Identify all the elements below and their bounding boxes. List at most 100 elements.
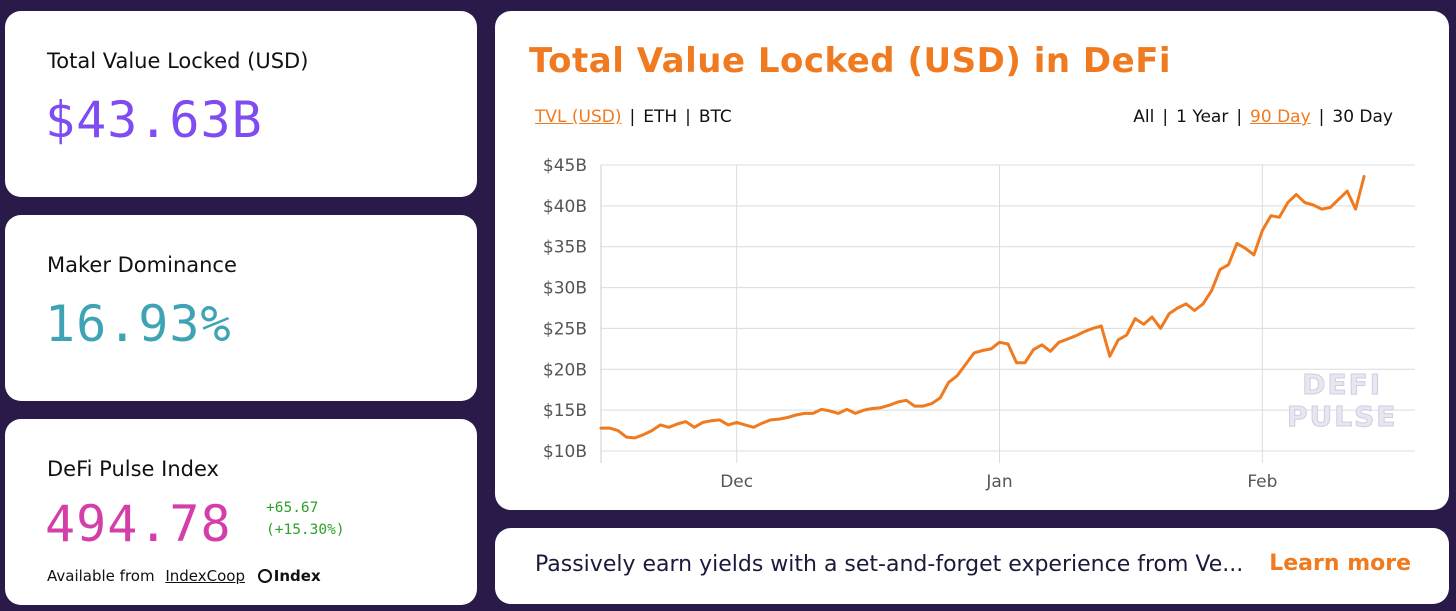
data-point xyxy=(1177,307,1179,309)
data-point xyxy=(1261,229,1263,231)
x-tick-label: Feb xyxy=(1247,472,1277,492)
index-brand[interactable]: Index xyxy=(257,567,321,585)
data-point xyxy=(786,416,789,419)
unit-option-btc[interactable]: BTC xyxy=(698,107,732,127)
learn-more-link[interactable]: Learn more xyxy=(1269,551,1411,576)
promo-banner: Passively earn yields with a set-and-for… xyxy=(495,528,1449,604)
data-point xyxy=(1363,175,1365,177)
index-logo-icon xyxy=(257,569,272,583)
data-point xyxy=(761,422,763,424)
data-point xyxy=(973,352,975,354)
range-option-30-day[interactable]: 30 Day xyxy=(1332,107,1393,127)
data-point xyxy=(770,419,772,421)
data-point xyxy=(803,412,806,414)
data-point xyxy=(1024,362,1026,364)
data-point xyxy=(812,412,814,414)
data-point xyxy=(1244,247,1246,249)
watermark-line-1: DEFI xyxy=(1302,368,1383,401)
data-point xyxy=(651,430,653,432)
data-point xyxy=(736,421,738,423)
data-point xyxy=(922,405,924,407)
data-point xyxy=(846,408,848,410)
data-point xyxy=(685,421,687,423)
data-point xyxy=(931,403,933,405)
data-point xyxy=(702,421,704,423)
data-point xyxy=(1151,316,1153,318)
available-from-text: Available from xyxy=(47,567,155,585)
range-option-1-year[interactable]: 1 Year xyxy=(1176,107,1229,127)
data-point xyxy=(625,436,627,438)
data-point xyxy=(1295,193,1297,195)
data-point xyxy=(710,420,712,422)
y-tick-label: $30B xyxy=(543,279,587,299)
tvl-chart-card: Total Value Locked (USD) in DeFi TVL (US… xyxy=(495,11,1449,510)
data-point xyxy=(1109,355,1111,357)
data-point xyxy=(1143,323,1145,325)
data-point xyxy=(897,401,899,403)
indexcoop-link[interactable]: IndexCoop xyxy=(165,567,246,585)
data-point xyxy=(998,341,1001,343)
unit-option-eth[interactable]: ETH xyxy=(643,107,678,127)
y-tick-label: $45B xyxy=(543,156,587,176)
data-point xyxy=(753,426,755,428)
data-point xyxy=(1015,362,1018,364)
unit-option-tvl-usd[interactable]: TVL (USD) xyxy=(535,107,622,127)
range-option-90-day[interactable]: 90 Day xyxy=(1250,107,1311,127)
data-point xyxy=(1041,344,1043,346)
x-tick-label: Jan xyxy=(985,472,1012,492)
data-point xyxy=(1270,215,1272,217)
data-point xyxy=(1185,303,1187,305)
data-point xyxy=(634,437,636,439)
data-point xyxy=(965,363,967,365)
y-tick-label: $25B xyxy=(543,319,587,339)
data-point xyxy=(1304,202,1306,204)
data-point xyxy=(1253,254,1255,256)
data-point xyxy=(1168,313,1170,315)
data-point xyxy=(1032,349,1034,351)
dpi-value: 494.78 xyxy=(45,495,232,553)
data-point xyxy=(1236,242,1238,244)
data-point xyxy=(948,381,950,383)
data-point xyxy=(914,405,916,407)
unit-selector: TVL (USD) | ETH | BTC xyxy=(535,107,732,127)
data-point xyxy=(905,399,907,401)
data-point xyxy=(982,349,984,352)
data-point xyxy=(820,408,823,410)
data-point xyxy=(719,419,721,421)
range-option-all[interactable]: All xyxy=(1133,107,1155,127)
tvl-value: $43.63B xyxy=(45,91,263,149)
defi-pulse-watermark: DEFI PULSE xyxy=(1286,368,1398,433)
data-point xyxy=(1160,327,1162,329)
dpi-change-pct: (+15.30%) xyxy=(266,522,345,538)
maker-dominance-value: 16.93% xyxy=(45,295,232,353)
data-point xyxy=(600,427,602,429)
data-point xyxy=(880,407,882,409)
dpi-label: DeFi Pulse Index xyxy=(47,457,219,481)
data-point xyxy=(863,409,865,411)
data-point xyxy=(888,404,890,406)
data-point xyxy=(1329,206,1331,209)
data-point xyxy=(693,426,695,428)
dpi-change: +65.67 (+15.30%) xyxy=(266,497,345,541)
range-selector: All | 1 Year | 90 Day | 30 Day xyxy=(1133,107,1393,127)
data-point xyxy=(1219,269,1221,271)
data-point xyxy=(1227,264,1230,266)
y-tick-label: $15B xyxy=(543,401,587,421)
data-point xyxy=(1126,334,1128,336)
data-point xyxy=(1134,318,1136,320)
defi-pulse-index-card: DeFi Pulse Index 494.78 +65.67 (+15.30%)… xyxy=(5,419,477,605)
data-point xyxy=(1312,204,1314,206)
promo-text: Passively earn yields with a set-and-for… xyxy=(535,552,1244,577)
data-point xyxy=(829,410,831,412)
data-point xyxy=(668,426,670,428)
data-point xyxy=(956,375,958,377)
tvl-line-chart: $10B $15B $20B $25B $30B $35B $40B $45B Dec Jan Fe… xyxy=(543,156,1415,492)
watermark-line-2: PULSE xyxy=(1286,400,1398,433)
dpi-change-abs: +65.67 xyxy=(266,500,319,516)
data-point xyxy=(939,397,941,399)
data-point xyxy=(608,427,611,429)
data-point xyxy=(1338,198,1340,200)
data-point xyxy=(744,424,746,426)
data-point xyxy=(1075,335,1077,337)
chart-title: Total Value Locked (USD) in DeFi xyxy=(529,41,1172,81)
